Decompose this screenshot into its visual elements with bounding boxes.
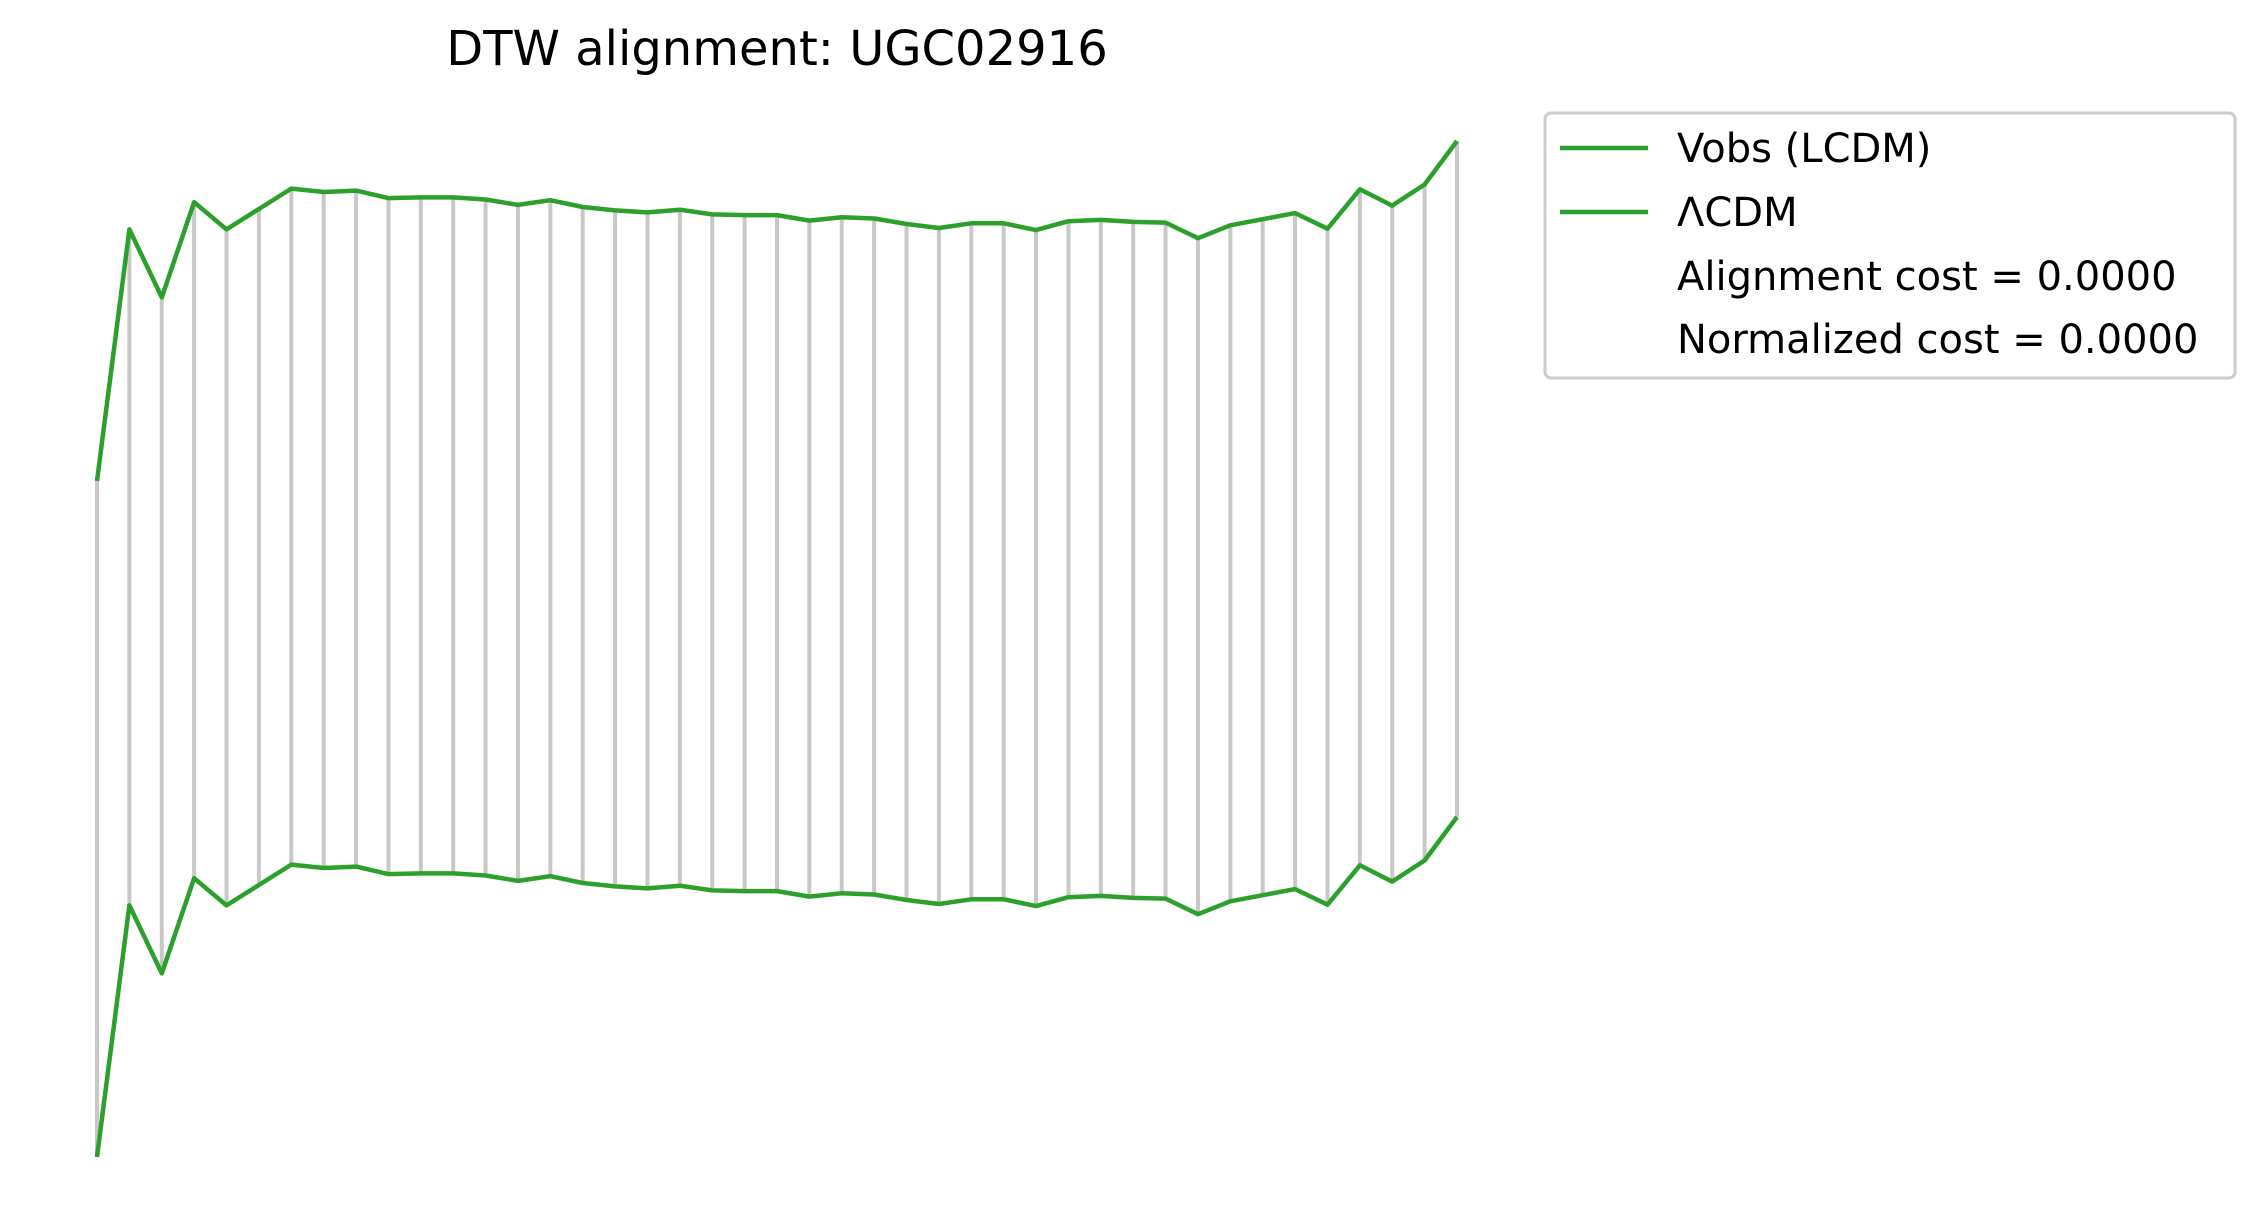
legend-normalized-cost: Normalized cost = 0.0000 — [1677, 317, 2198, 363]
legend: Vobs (LCDM) ΛCDM Alignment cost = 0.0000… — [1543, 111, 2237, 380]
series-layer — [94, 139, 1459, 1158]
chart-title: DTW alignment: UGC02916 — [446, 21, 1107, 77]
legend-alignment-cost: Alignment cost = 0.0000 — [1677, 254, 2177, 300]
series-line-vobs — [94, 139, 1459, 482]
legend-label-vobs: Vobs (LCDM) — [1677, 126, 1931, 172]
legend-frame — [1543, 111, 2237, 380]
alignment-connectors — [95, 141, 1459, 1157]
legend-label-lcdm: ΛCDM — [1677, 190, 1798, 236]
series-line-lcdm — [94, 815, 1459, 1158]
